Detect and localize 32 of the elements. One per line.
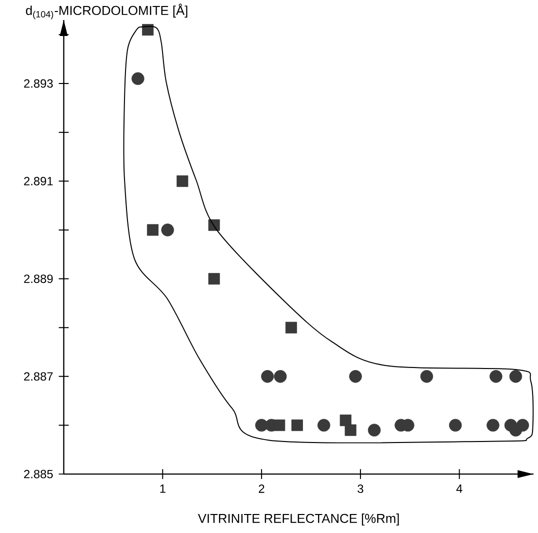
point (261, 370, 274, 383)
point (516, 418, 530, 432)
x-tick-label: 3 (358, 484, 364, 494)
x-tick-label: 4 (456, 484, 462, 493)
point (349, 370, 362, 383)
point (490, 370, 502, 383)
point (142, 24, 154, 36)
point (344, 424, 356, 436)
x-tick-label: 2 (258, 484, 264, 493)
point (285, 322, 297, 334)
y-tick-label: 2.893 (24, 79, 53, 88)
point (176, 175, 188, 187)
y-axis-title: d$_{(104)}$-MICRODOLOMITE [Å] (26, 4, 188, 20)
point (274, 370, 287, 383)
y-tick-label: 2.891 (24, 177, 53, 186)
y-tick-label: 2.889 (24, 274, 53, 284)
y-tick-label: 2.885 (24, 470, 53, 478)
point (486, 418, 500, 432)
point (449, 418, 462, 432)
point (161, 224, 174, 236)
point (208, 273, 220, 285)
point (291, 420, 303, 432)
point (146, 224, 159, 236)
point (274, 420, 286, 432)
point (420, 370, 434, 383)
point (317, 418, 330, 432)
x-tick-label: 1 (160, 484, 166, 493)
x-axis-title: VITRINITE REFLECTANCE [%Rm] (198, 514, 399, 526)
point (509, 370, 522, 383)
point (132, 72, 144, 86)
y-tick-label: 2.887 (24, 372, 53, 381)
point (368, 424, 381, 437)
